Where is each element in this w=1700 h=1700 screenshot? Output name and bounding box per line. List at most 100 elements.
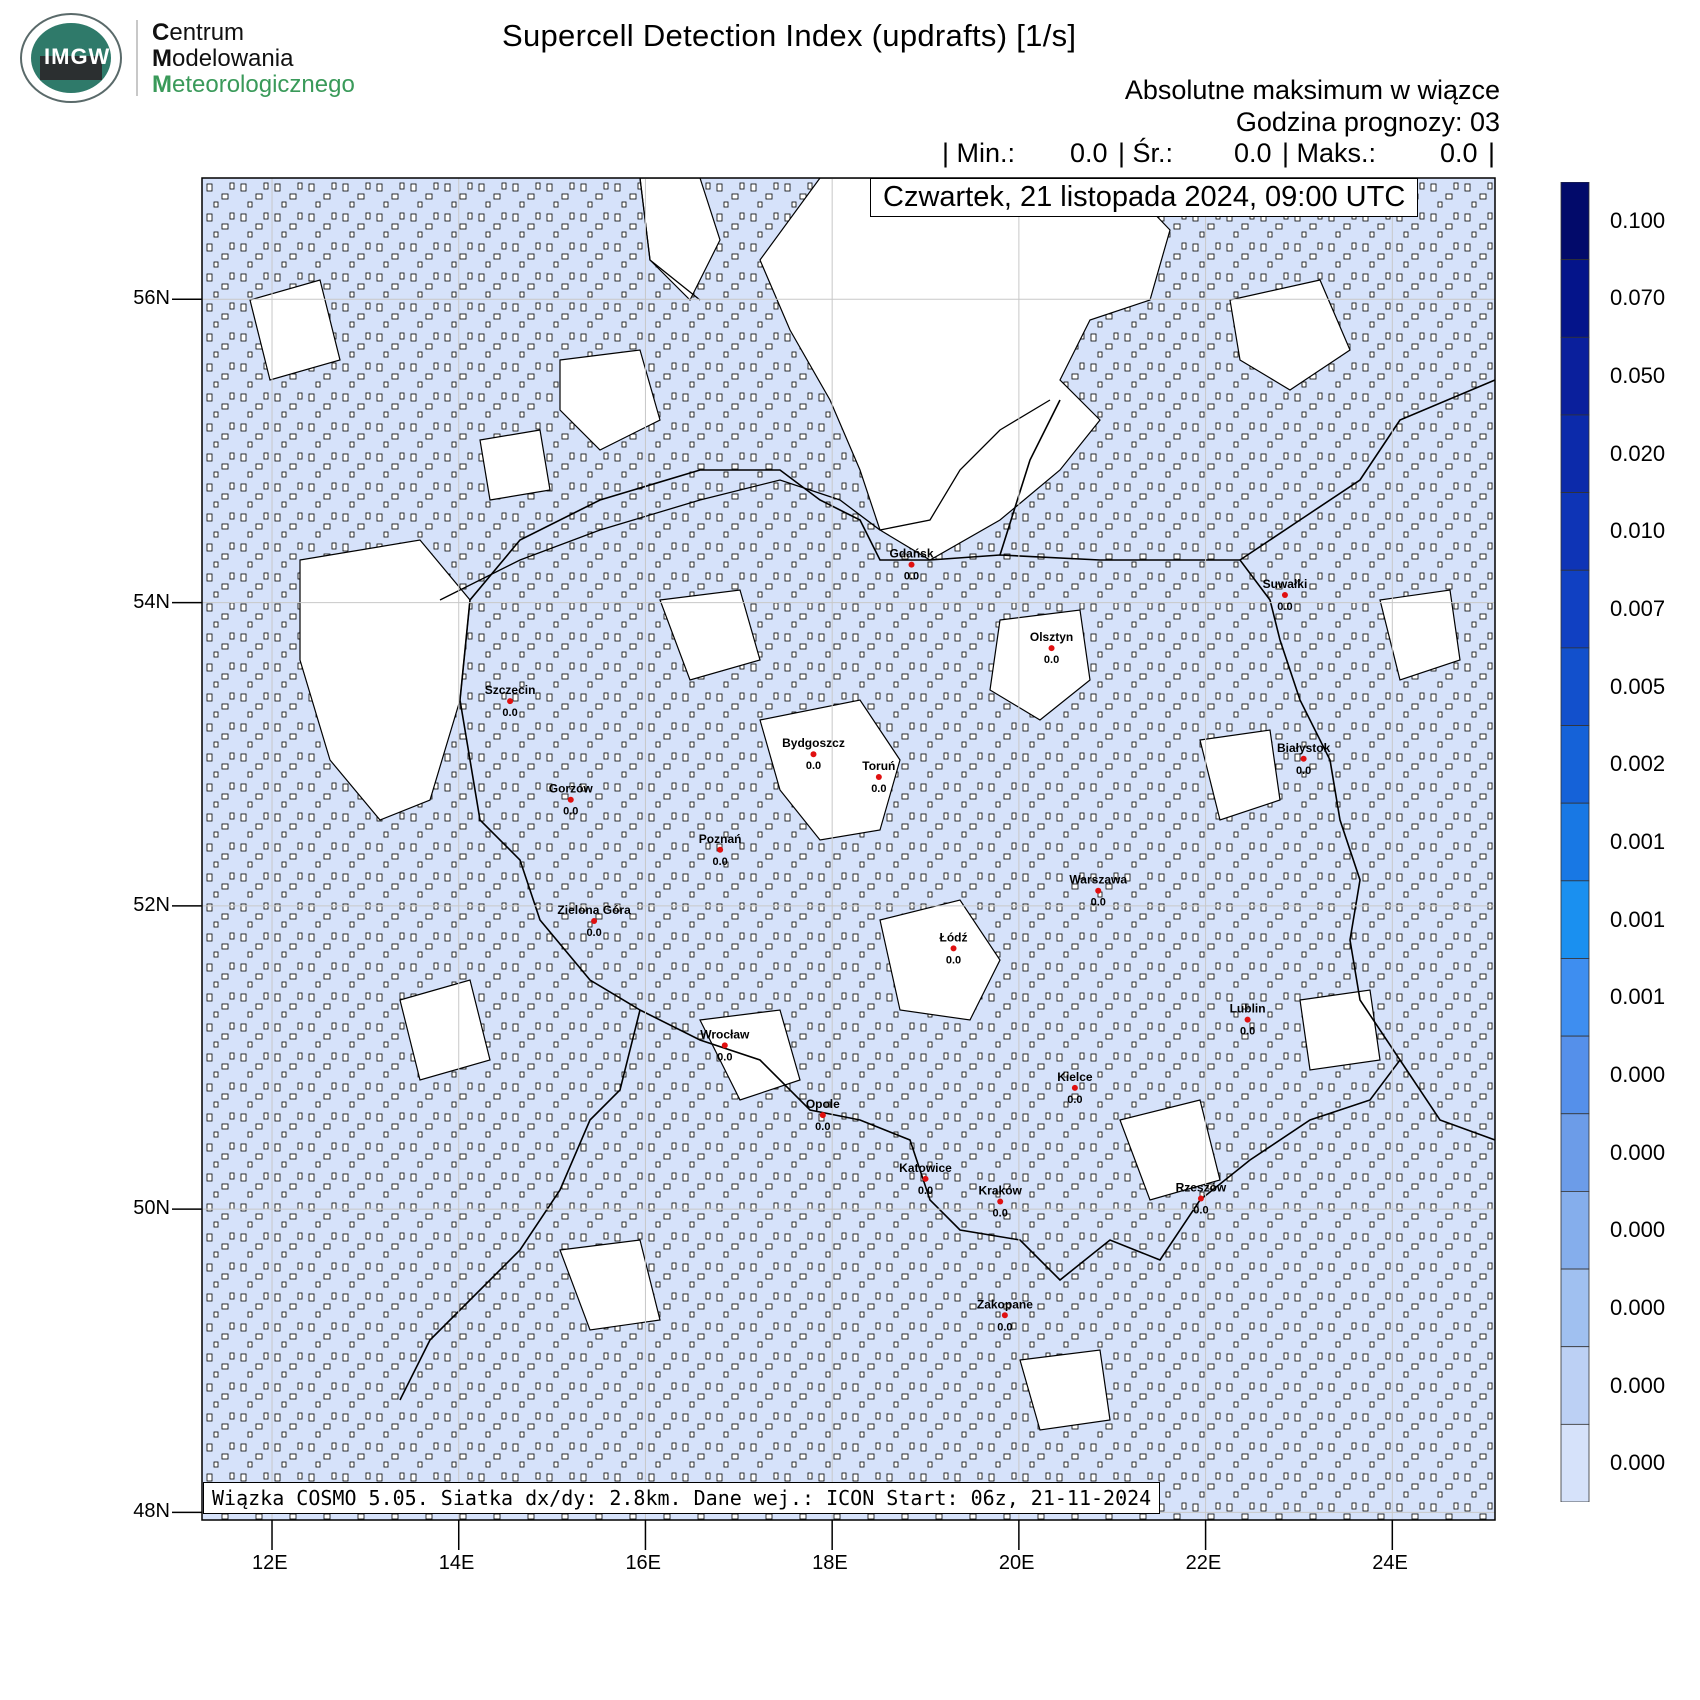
- logo-emblem-text: IMGW: [44, 44, 111, 69]
- city-value: 0.0: [946, 954, 961, 966]
- colorbar-segment: [1560, 1423, 1590, 1502]
- city-dot: [1048, 645, 1055, 652]
- city-dot: [717, 846, 724, 853]
- colorbar-segment: [1560, 647, 1590, 726]
- lon-tick-label: 14E: [438, 1552, 475, 1574]
- colorbar-segment: [1560, 414, 1590, 493]
- city-dot: [908, 561, 915, 568]
- colorbar-label: 0.007: [1610, 596, 1666, 622]
- colorbar-segment: [1560, 492, 1590, 571]
- colorbar-label: 0.000: [1610, 1372, 1666, 1398]
- colorbar-label: 0.000: [1610, 1061, 1666, 1087]
- city-name: Suwałki: [1263, 577, 1308, 591]
- colorbar-segment: [1560, 336, 1590, 416]
- city-marker: Olsztyn 0.0: [1030, 630, 1073, 666]
- stats-avg-label: | Śr.:: [1118, 138, 1174, 168]
- city-name: Olsztyn: [1030, 630, 1073, 644]
- colorbar-label: 0.000: [1610, 1217, 1666, 1243]
- white-areas: [249, 178, 1461, 1431]
- lon-tick-label: 12E: [252, 1552, 288, 1574]
- stats-min-label: | Min.:: [942, 138, 1016, 168]
- colorbar-segment: [1560, 958, 1590, 1037]
- city-value: 0.0: [717, 1051, 732, 1063]
- colorbar-label: 0.005: [1610, 673, 1666, 699]
- colorbar-label: 0.001: [1610, 906, 1666, 932]
- colorbar-segment: [1560, 1113, 1590, 1192]
- datetime-box: Czwartek, 21 listopada 2024, 09:00 UTC: [870, 178, 1419, 217]
- city-dot: [1095, 887, 1102, 894]
- city-name: Gorzów: [549, 782, 594, 796]
- city-dot: [1300, 755, 1307, 762]
- city-name: Bydgoszcz: [782, 736, 845, 750]
- city-marker: Kielce 0.0: [1057, 1070, 1093, 1106]
- imgw-emblem-icon: [20, 13, 122, 103]
- lon-tick-label: 20E: [998, 1552, 1035, 1574]
- city-value: 0.0: [712, 856, 727, 868]
- city-value: 0.0: [904, 571, 919, 583]
- city-dot: [922, 1175, 929, 1182]
- city-marker: Poznań 0.0: [699, 832, 742, 868]
- city-dot: [1281, 592, 1288, 599]
- chart-title: Supercell Detection Index (updrafts) [1/…: [502, 18, 1077, 53]
- lon-tick-label: 16E: [625, 1552, 662, 1574]
- city-name: Białystok: [1277, 741, 1331, 755]
- city-marker: Lublin 0.0: [1230, 1002, 1266, 1038]
- lat-tick-label: 50N: [133, 1197, 170, 1220]
- stats-avg-value: 0.0: [1234, 138, 1272, 168]
- colorbar-label: 0.000: [1610, 1139, 1666, 1165]
- colorbar-segment: [1560, 802, 1590, 882]
- logo-line-3: Meteorologicznego: [152, 71, 355, 98]
- colorbar-segment: [1560, 880, 1590, 959]
- colorbar-segment: [1560, 725, 1590, 804]
- city-marker: Zielona Góra 0.0: [557, 903, 631, 939]
- city-name: Rzeszów: [1176, 1181, 1227, 1195]
- city-marker: Szczecin 0.0: [485, 683, 536, 719]
- cities: Gdańsk 0.0 Suwałki 0.0 Olsztyn 0.0 Szczecin 0.0…: [485, 547, 1331, 1334]
- city-name: Gdańsk: [890, 547, 934, 561]
- colorbar-label: 0.010: [1610, 518, 1666, 544]
- city-marker: Katowice 0.0: [899, 1161, 952, 1197]
- colorbar-segment: [1560, 259, 1590, 338]
- lon-tick-label: 18E: [812, 1552, 848, 1574]
- city-value: 0.0: [871, 783, 886, 795]
- city-value: 0.0: [1277, 601, 1292, 613]
- city-marker: Wrocław 0.0: [700, 1027, 750, 1063]
- stats-max-label: | Maks.:: [1282, 138, 1377, 168]
- city-marker: Gorzów 0.0: [549, 782, 594, 818]
- city-value: 0.0: [586, 927, 601, 939]
- lat-tick-label: 48N: [133, 1500, 170, 1523]
- city-dot: [997, 1198, 1004, 1205]
- city-name: Toruń: [862, 759, 895, 773]
- colorbar: [1560, 182, 1590, 1502]
- colorbar-segment: [1560, 182, 1590, 261]
- colorbar-segment: [1560, 1268, 1590, 1348]
- city-dot: [591, 918, 598, 925]
- lon-tick-label: 24E: [1372, 1552, 1408, 1574]
- city-value: 0.0: [1091, 897, 1106, 909]
- city-marker: Opole 0.0: [806, 1097, 840, 1133]
- lat-tick-label: 52N: [133, 893, 170, 916]
- city-marker: Gdańsk 0.0: [890, 547, 934, 583]
- city-name: Kraków: [979, 1184, 1023, 1198]
- colorbar-label: 0.070: [1610, 285, 1666, 311]
- logo-line-2: Modelowania: [152, 45, 294, 72]
- city-name: Warszawa: [1069, 873, 1127, 887]
- city-dot: [721, 1042, 728, 1049]
- city-name: Poznań: [699, 832, 742, 846]
- city-name: Kielce: [1057, 1070, 1093, 1084]
- stats-max-value: 0.0: [1440, 138, 1478, 168]
- city-dot: [1001, 1312, 1008, 1319]
- city-value: 0.0: [918, 1185, 933, 1197]
- city-marker: Bydgoszcz 0.0: [782, 736, 845, 772]
- colorbar-label: 0.100: [1610, 207, 1666, 233]
- city-marker: Kraków 0.0: [979, 1184, 1023, 1220]
- city-name: Zielona Góra: [557, 903, 631, 917]
- logo-line-1: Centrum: [152, 19, 245, 46]
- city-marker: Warszawa 0.0: [1069, 873, 1127, 909]
- city-marker: Suwałki 0.0: [1263, 577, 1308, 613]
- logo: IMGW Centrum Modelowania Meteorologiczne…: [14, 10, 394, 105]
- city-value: 0.0: [997, 1321, 1012, 1333]
- colorbar-label: 0.020: [1610, 440, 1666, 466]
- city-value: 0.0: [1296, 765, 1311, 777]
